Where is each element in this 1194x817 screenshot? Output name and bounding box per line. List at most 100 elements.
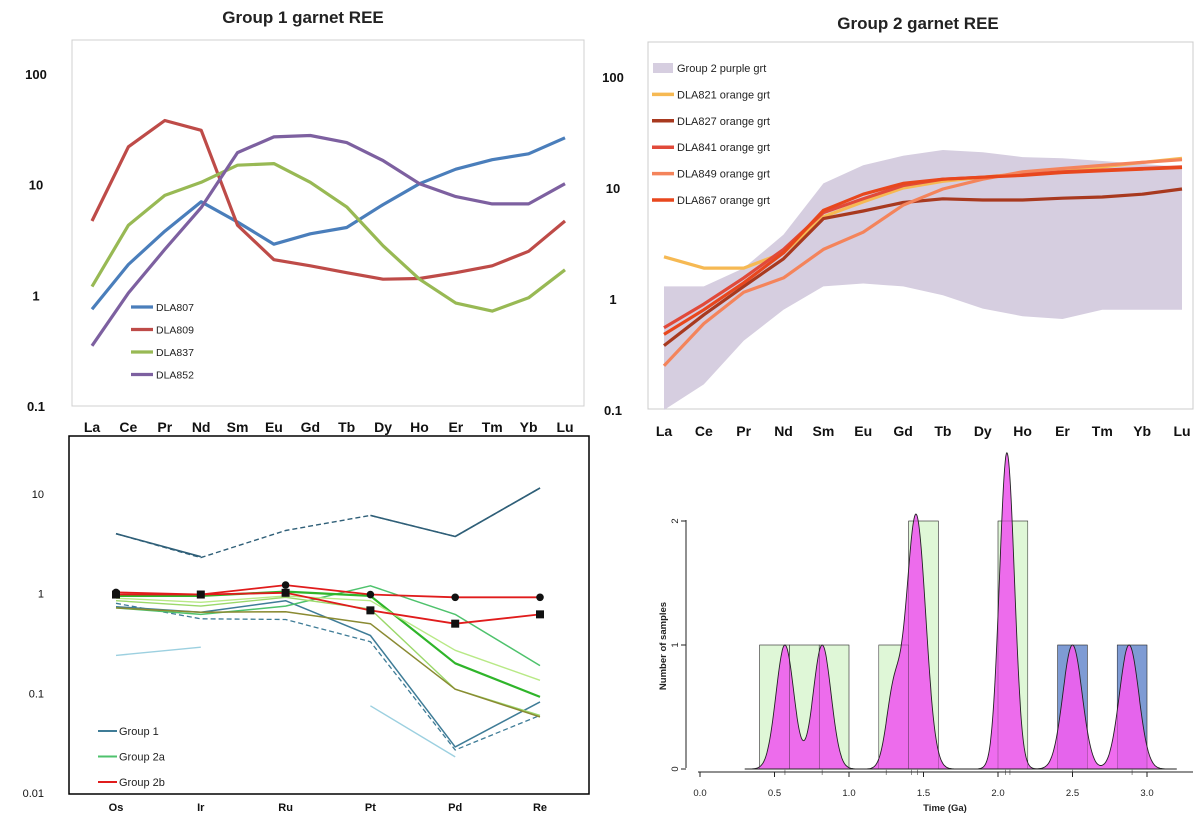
panel1-series-line-dla852 [90,133,566,347]
panel2-purple-grt-band [664,150,1182,410]
panel1-title: Group 1 garnet REE [222,8,384,27]
panel2-x-tick-label: Er [1055,423,1070,439]
panel1-plot-frame [71,39,585,407]
panel2-x-tick-label: Nd [774,423,793,439]
panel1-x-tick-label: Eu [265,419,283,435]
panel2-legend-label: DLA867 orange grt [677,195,770,207]
panel4-y-tick-label: 2 [670,518,681,523]
panel3-series-line [115,607,541,718]
panel1-series-line-dla837 [90,162,566,313]
panel3-legend-label: Group 2a [119,752,166,764]
panel2-x-tick-label: Ho [1013,423,1032,439]
panel3-square-marker [451,619,460,628]
panel3-x-tick-label: Ru [278,802,293,814]
panel1-legend-label: DLA852 [156,370,194,382]
panel3-circle-marker [281,581,290,589]
panel3-series-line [115,646,456,758]
panel3-legend-label: Group 1 [119,726,159,738]
panel3-y-tick-label: 0.1 [29,688,44,700]
panel2-title: Group 2 garnet REE [837,14,999,33]
panel4-x-axis-label: Time (Ga) [923,803,967,814]
panel2-x-tick-label: La [656,423,673,439]
panel1-x-tick-label: Pr [157,419,172,435]
panel2-legend-label: Group 2 purple grt [677,63,766,75]
panel2-legend-label: DLA821 orange grt [677,89,770,101]
panel2-x-tick-label: Tm [1092,423,1113,439]
panel2-y-tick-label: 1 [609,292,616,307]
panel4-y-tick-label: 0 [670,766,681,771]
panel2-x-tick-label: Eu [854,423,872,439]
panel1-y-tick-label: 1 [32,288,39,303]
panel-group1-ree: Group 1 garnet REE 0.1 1 10 100 La Ce Pr Nd Sm E… [25,8,585,435]
panel1-x-tick-label: Ho [410,419,429,435]
panel3-legend: Group 1 Group 2a Group 2b [98,726,166,789]
panel2-y-tick-label: 100 [602,70,624,85]
panel1-x-tick-label: Nd [192,419,211,435]
panel1-y-tick-label: 100 [25,67,47,82]
panel2-x-tick-label: Dy [974,423,992,439]
panel1-legend: DLA807 DLA809 DLA837 DLA852 [131,302,194,382]
panel1-series-line-dla809 [90,118,567,281]
panel2-x-tick-label: Lu [1173,423,1190,439]
panel1-x-tick-label: Er [448,419,463,435]
panel1-y-tick-label: 10 [29,178,43,193]
panel3-y-tick-label: 1 [38,589,44,601]
panel1-series-line-dla807 [90,136,566,311]
panel1-x-tick-label: Dy [374,419,392,435]
panel4-x-tick-label: 2.5 [1066,788,1079,799]
panel-age-histogram: 0.0 0.5 1.0 1.5 2.0 2.5 3.0 0 1 2 Time (Ga) Numb… [658,451,1193,814]
panel1-x-tick-label: La [84,419,101,435]
panel4-histogram-bar-outline [997,520,1028,770]
panel3-series-line [116,590,541,698]
panel3-y-tick-label: 0.01 [23,788,44,800]
panel3-x-tick-label: Re [533,802,547,814]
panel4-density-curve [744,451,1177,770]
panel1-x-tick-label: Sm [227,419,249,435]
panel3-square-marker [366,606,375,615]
panel2-x-tick-label: Gd [893,423,912,439]
panel2-x-tick-label: Sm [812,423,834,439]
panel2-legend: Group 2 purple grt DLA821 orange grt DLA82… [652,63,770,207]
panel1-x-tick-label: Tb [338,419,355,435]
panel1-x-tick-label: Yb [520,419,538,435]
panel3-circle-marker [536,593,544,602]
panel2-y-tick-label: 0.1 [604,403,622,418]
panel4-x-tick-label: 1.0 [842,788,855,799]
panel4-histogram-bar-outline [819,644,850,770]
panel2-x-tick-label: Yb [1133,423,1151,439]
panel3-series-line [115,595,541,681]
panel1-x-tick-label: Gd [301,419,320,435]
panel3-y-tick-label: 10 [32,489,44,501]
panel4-x-tick-label: 1.5 [917,788,930,799]
panel3-x-tick-label: Pd [448,802,462,814]
panel1-legend-label: DLA807 [156,302,194,314]
panel4-histogram-bar-outline [908,520,939,770]
panel4-x-tick-label: 0.0 [693,788,706,799]
panel3-square-marker [112,590,120,599]
panel3-series-line [115,602,541,751]
panel2-x-tick-label: Ce [695,423,713,439]
panel4-y-tick-label: 1 [670,642,681,647]
panel1-x-tick-label: Lu [556,419,573,435]
panel4-x-tick-label: 2.0 [991,788,1004,799]
panel2-legend-label: DLA849 orange grt [677,169,770,181]
panel3-x-tick-label: Os [109,802,124,814]
panel3-legend-label: Group 2b [119,777,165,789]
panel2-legend-band-swatch [653,63,673,73]
panel3-series-line [116,591,541,625]
panel1-x-tick-label: Ce [119,419,137,435]
panel2-series-line [662,158,1183,367]
panel3-square-marker [281,588,290,597]
panel3-x-tick-label: Ir [197,802,205,814]
panel3-square-marker [196,590,205,599]
panel3-circle-marker [366,590,375,599]
panel4-x-tick-label: 0.5 [768,788,781,799]
panel1-legend-label: DLA837 [156,347,194,359]
panel2-y-tick-label: 10 [606,181,620,196]
panel2-series-line [663,165,1183,336]
panel2-series-line [663,187,1183,347]
panel1-y-tick-label: 0.1 [27,399,45,414]
panel2-legend-label: DLA827 orange grt [677,116,770,128]
